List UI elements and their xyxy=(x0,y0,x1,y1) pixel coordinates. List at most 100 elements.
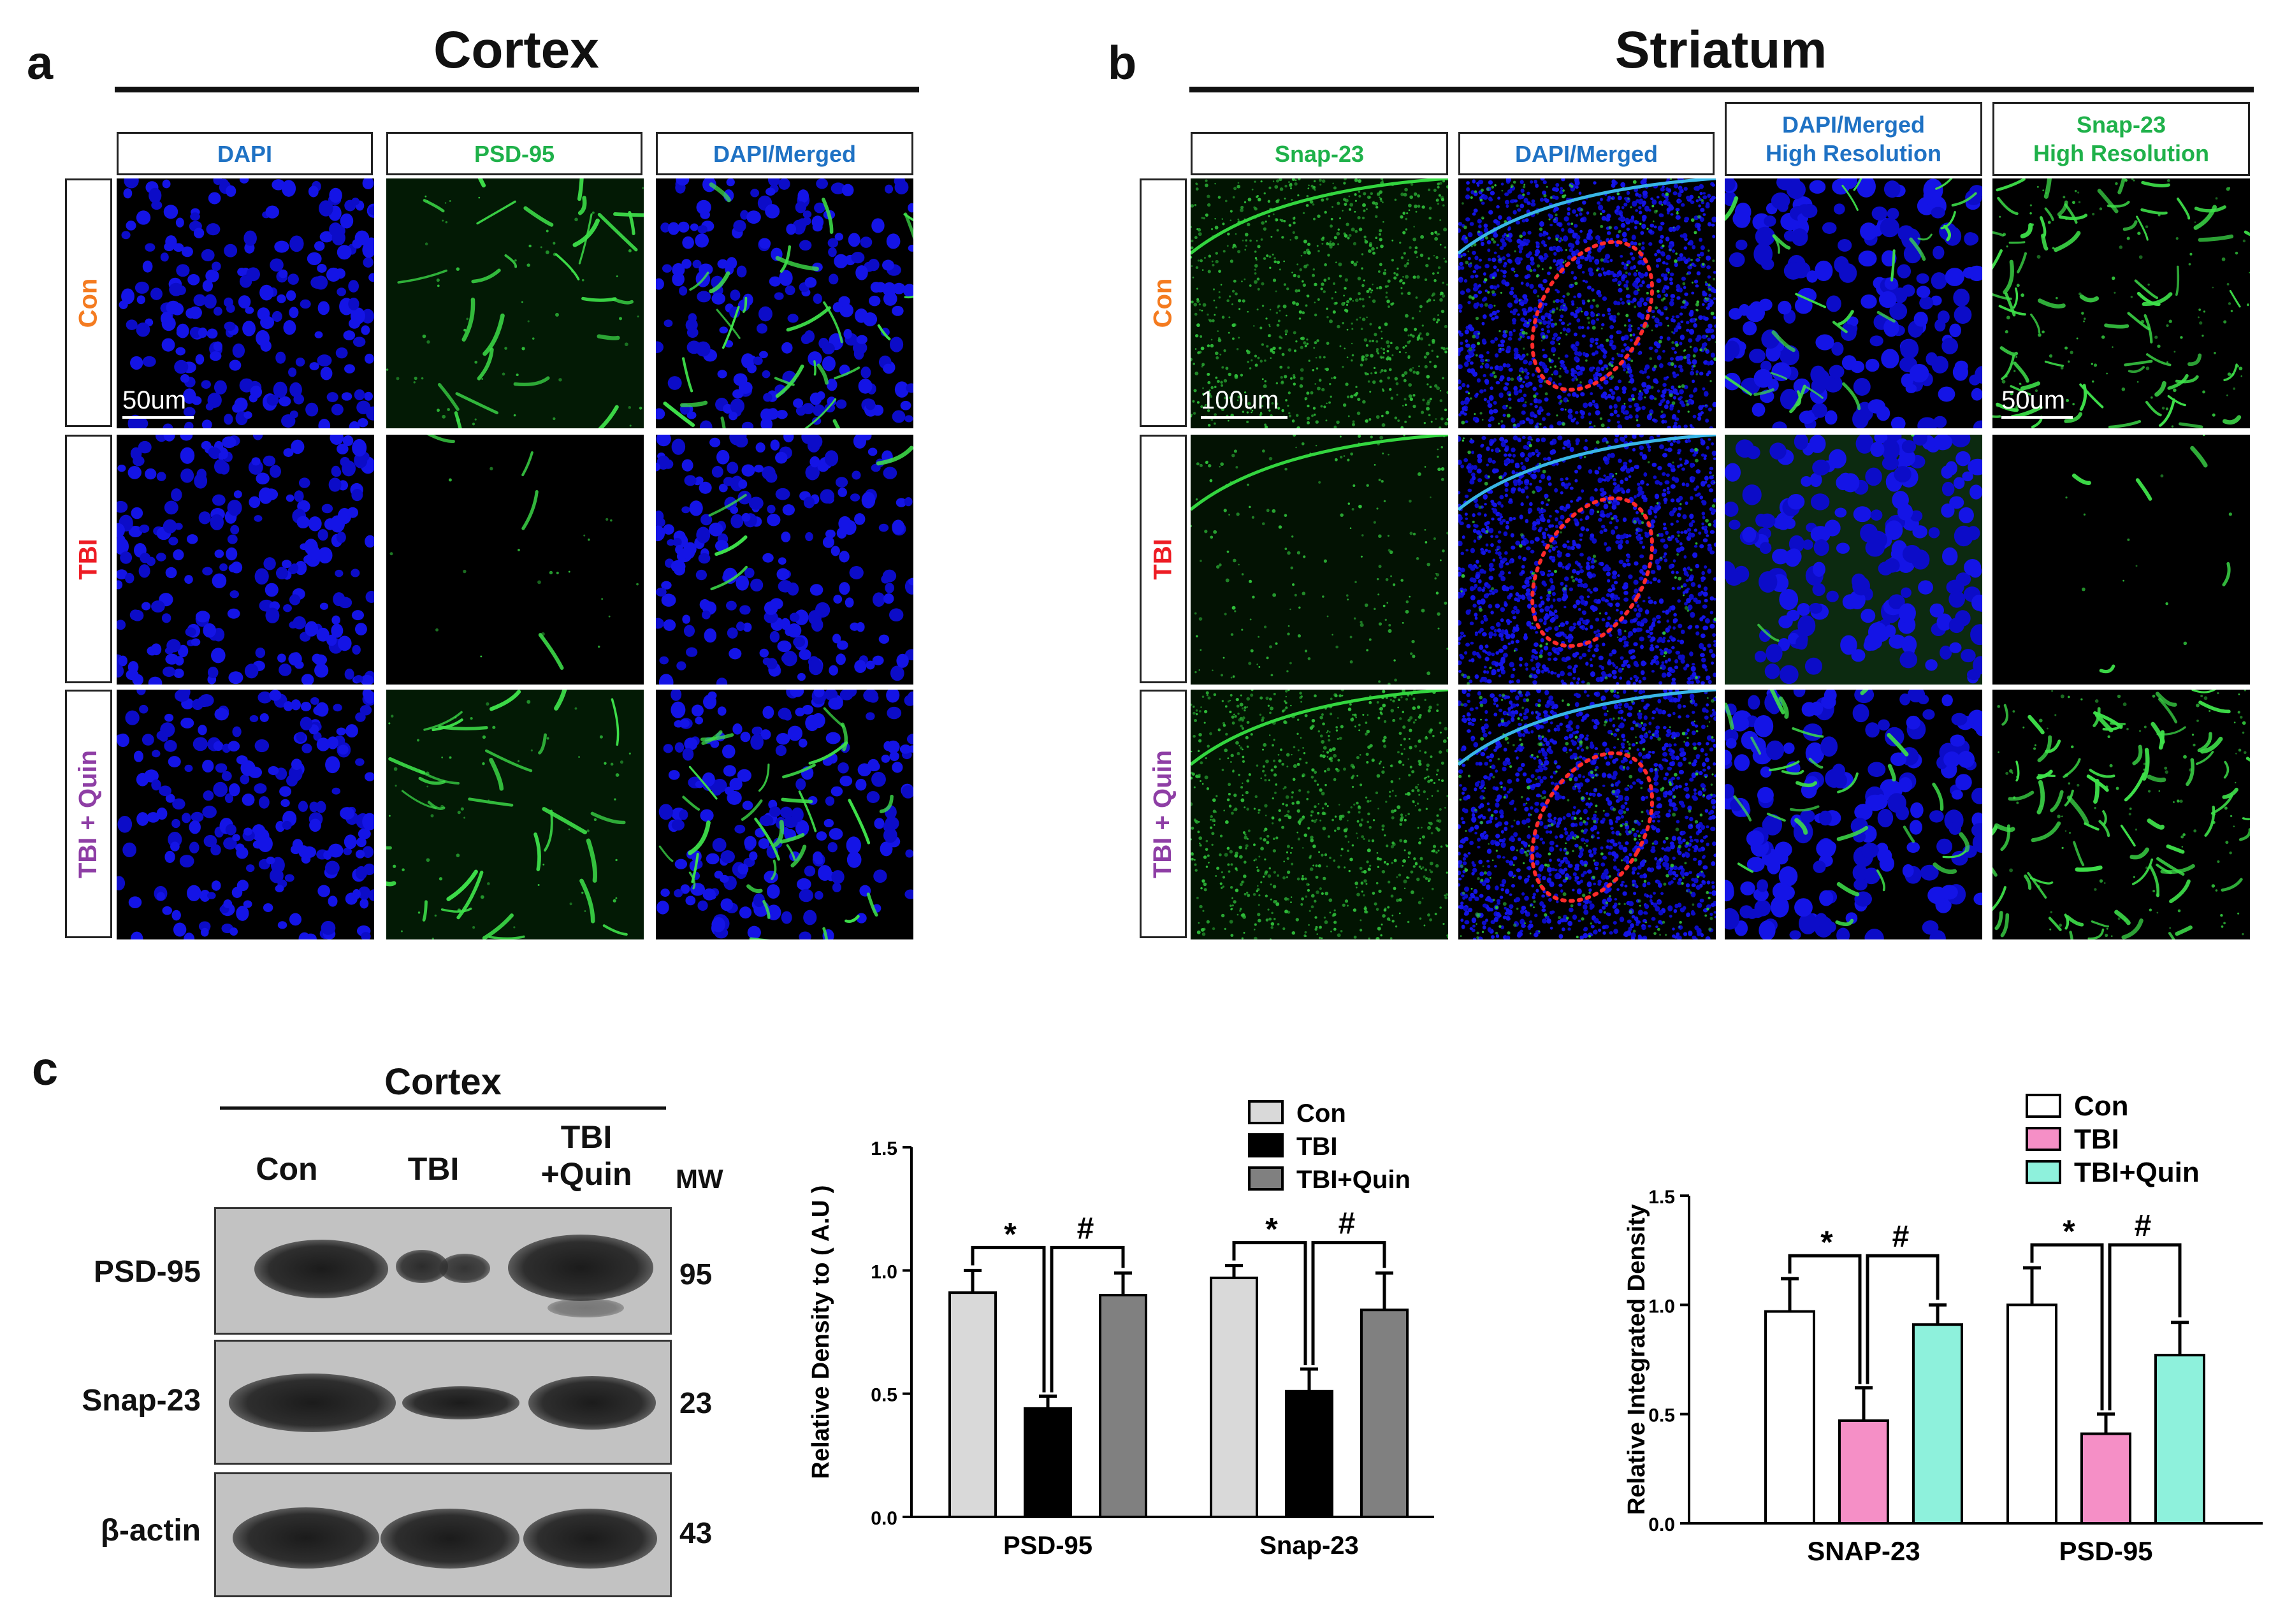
row-label-con-b: Con xyxy=(1140,178,1187,427)
chart2-legend-label: TBI+Quin xyxy=(2074,1157,2200,1188)
micrograph-cortex-dapi-row3 xyxy=(117,690,374,939)
micrograph-cortex-dapi-row1 xyxy=(117,178,374,428)
lane-label-tbi-quin: TBI +Quin xyxy=(540,1119,632,1192)
scale-bar-100um: 100um xyxy=(1201,386,1288,419)
chart2-category-label: PSD-95 xyxy=(2059,1536,2152,1566)
mw-value-95: 95 xyxy=(679,1258,713,1291)
chart2-bracket-hash xyxy=(2108,1243,2182,1410)
blot-title-rule xyxy=(220,1106,666,1110)
chart1-legend-swatch xyxy=(1248,1133,1284,1157)
chart2-bracket-star xyxy=(2030,1243,2104,1410)
chart1-bar-tbi-quin-snap-23 xyxy=(1360,1309,1409,1518)
chart2-ytick-label: 0.0 xyxy=(1648,1514,1675,1535)
chart2-sig-star: * xyxy=(1820,1224,1833,1260)
micrograph-striatum-highres-merged-row3 xyxy=(1725,690,1982,939)
chart2-sig-hash: # xyxy=(1892,1220,1910,1254)
chart2-sig-star: * xyxy=(2063,1214,2075,1249)
column-header-snap23: Snap-23 xyxy=(1191,132,1448,175)
micrograph-cortex-psd95-row1 xyxy=(386,178,644,428)
chart1-legend-swatch xyxy=(1248,1166,1284,1191)
chart1-bar-con-psd-95 xyxy=(948,1291,997,1518)
chart1-ytick-label: 0.5 xyxy=(871,1385,897,1406)
blot-row-label-snap23: Snap-23 xyxy=(82,1384,201,1417)
row-label-tbi: TBI xyxy=(65,435,112,683)
chart2-legend-swatch xyxy=(2026,1160,2061,1184)
chart1-ytick-label: 0.0 xyxy=(871,1508,897,1529)
chart1-ytick-label: 1.0 xyxy=(871,1261,897,1282)
row-label-tbi-quin-b: TBI + Quin xyxy=(1140,690,1187,938)
micrograph-striatum-highres-snap23-row1 xyxy=(1992,178,2250,428)
chart1-legend-label: Con xyxy=(1296,1099,1346,1127)
chart1-sig-hash: # xyxy=(1338,1207,1356,1241)
chart1-bracket-hash xyxy=(1311,1241,1386,1365)
blot-beta-actin xyxy=(214,1472,672,1597)
micrograph-cortex-psd95-row2 xyxy=(386,435,644,685)
chart1-legend-label: TBI+Quin xyxy=(1296,1166,1411,1194)
scale-bar-50um-b: 50um xyxy=(2001,386,2073,419)
micrograph-cortex-psd95-row3 xyxy=(386,690,644,939)
chart1-bracket-star xyxy=(971,1245,1046,1393)
chart1-category-label: PSD-95 xyxy=(1003,1532,1092,1560)
row-label-con: Con xyxy=(65,178,112,427)
chart1-bar-tbi-psd-95 xyxy=(1024,1407,1072,1518)
micrograph-striatum-highres-snap23-row2 xyxy=(1992,435,2250,685)
micrograph-striatum-merged-row1 xyxy=(1458,178,1716,428)
micrograph-striatum-snap23-row2 xyxy=(1191,435,1448,685)
scale-bar-50um-a: 50um xyxy=(122,386,194,419)
chart2-bar-tbi-snap-23 xyxy=(1838,1419,1889,1525)
chart2-ytick-label: 1.5 xyxy=(1648,1187,1675,1208)
micrograph-striatum-merged-row3 xyxy=(1458,690,1716,939)
micrograph-striatum-highres-merged-row2 xyxy=(1725,435,1982,685)
micrograph-cortex-merged-row3 xyxy=(656,690,913,939)
micrograph-striatum-snap23-row1 xyxy=(1191,178,1448,428)
mw-header: MW xyxy=(676,1164,723,1194)
chart2-bracket-hash xyxy=(1866,1254,1940,1384)
chart1-bracket-star xyxy=(1232,1241,1307,1365)
chart-relative-density: 0.0 0.5 1.0 1.5 Relative Density to ( A.U ) *… xyxy=(808,1099,1434,1560)
chart2-sig-hash: # xyxy=(2135,1209,2152,1243)
column-header-dapi-merged-b: DAPI/Merged xyxy=(1458,132,1715,175)
mw-value-23: 23 xyxy=(679,1386,713,1419)
column-header-snap23-high-res: Snap-23 High Resolution xyxy=(1992,102,2250,176)
chart1-legend-label: TBI xyxy=(1296,1133,1337,1161)
chart2-legend-swatch xyxy=(2026,1094,2061,1118)
panel-letter-a: a xyxy=(27,36,54,89)
micrograph-striatum-snap23-row3 xyxy=(1191,690,1448,939)
micrograph-cortex-merged-row2 xyxy=(656,435,913,685)
chart1-y-label: Relative Density to ( A.U ) xyxy=(808,1185,834,1479)
chart2-bar-con-psd-95 xyxy=(2006,1303,2057,1525)
chart1-sig-star: * xyxy=(1265,1212,1278,1247)
column-header-psd95: PSD-95 xyxy=(386,132,642,175)
lane-label-tbi: TBI xyxy=(407,1151,460,1187)
chart2-legend-label: TBI xyxy=(2074,1124,2119,1155)
blot-snap23 xyxy=(214,1340,672,1465)
chart2-legend-label: Con xyxy=(2074,1091,2129,1122)
chart1-sig-star: * xyxy=(1004,1216,1017,1252)
row-label-tbi-quin: TBI + Quin xyxy=(65,690,112,938)
chart1-ytick-label: 1.5 xyxy=(871,1138,897,1159)
chart2-bar-tbi-quin-psd-95 xyxy=(2154,1354,2205,1525)
row-label-tbi-b: TBI xyxy=(1140,435,1187,683)
chart1-bar-tbi-snap-23 xyxy=(1285,1389,1333,1518)
micrograph-striatum-highres-merged-row1 xyxy=(1725,178,1982,428)
column-header-dapi-merged-high-res: DAPI/Merged High Resolution xyxy=(1725,102,1982,176)
chart2-ytick-label: 1.0 xyxy=(1648,1296,1675,1317)
chart2-bar-con-snap-23 xyxy=(1764,1310,1815,1525)
blot-psd95 xyxy=(214,1207,672,1335)
panel-a-title: Cortex xyxy=(433,21,599,79)
mw-value-43: 43 xyxy=(679,1516,713,1549)
panel-letter-c: c xyxy=(32,1042,59,1095)
chart2-ytick-label: 0.5 xyxy=(1648,1405,1675,1426)
blot-title: Cortex xyxy=(384,1061,502,1103)
chart2-bar-tbi-quin-snap-23 xyxy=(1912,1323,1963,1525)
panel-b-rule xyxy=(1189,87,2254,92)
blot-row-label-psd95: PSD-95 xyxy=(93,1255,201,1289)
panel-letter-b: b xyxy=(1108,36,1137,89)
chart1-category-label: Snap-23 xyxy=(1259,1532,1359,1560)
chart1-bracket-hash xyxy=(1050,1245,1125,1393)
panel-b-title: Striatum xyxy=(1614,21,1827,79)
blot-row-label-beta-actin: β-actin xyxy=(100,1514,201,1548)
column-header-dapi: DAPI xyxy=(117,132,373,175)
micrograph-cortex-dapi-row2 xyxy=(117,435,374,685)
